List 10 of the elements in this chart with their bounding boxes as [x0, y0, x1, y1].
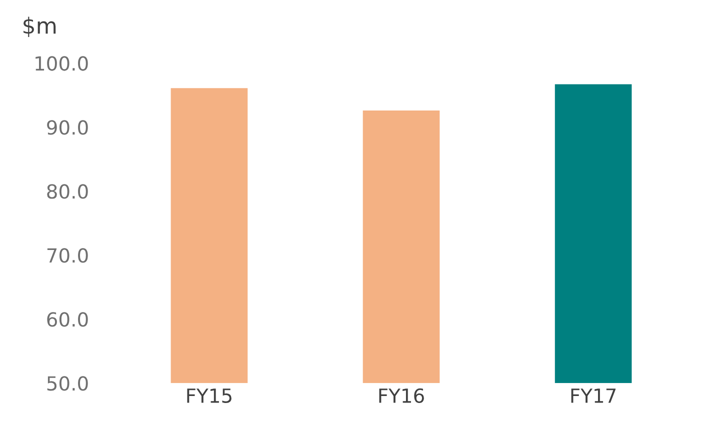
y-tick-label: 100.0 [36, 56, 88, 71]
x-tick-label: FY16 [379, 388, 424, 404]
y-tick-label: 70.0 [47, 248, 88, 263]
y-tick-label: 80.0 [47, 184, 88, 199]
y-tick-label: 60.0 [47, 312, 88, 327]
x-tick-label: FY15 [187, 388, 232, 404]
x-tick-label: FY17 [571, 388, 616, 403]
y-tick-label: 50.0 [47, 376, 88, 391]
y-tick-label: 90.0 [47, 120, 88, 135]
y-axis-title: $m [24, 16, 56, 37]
